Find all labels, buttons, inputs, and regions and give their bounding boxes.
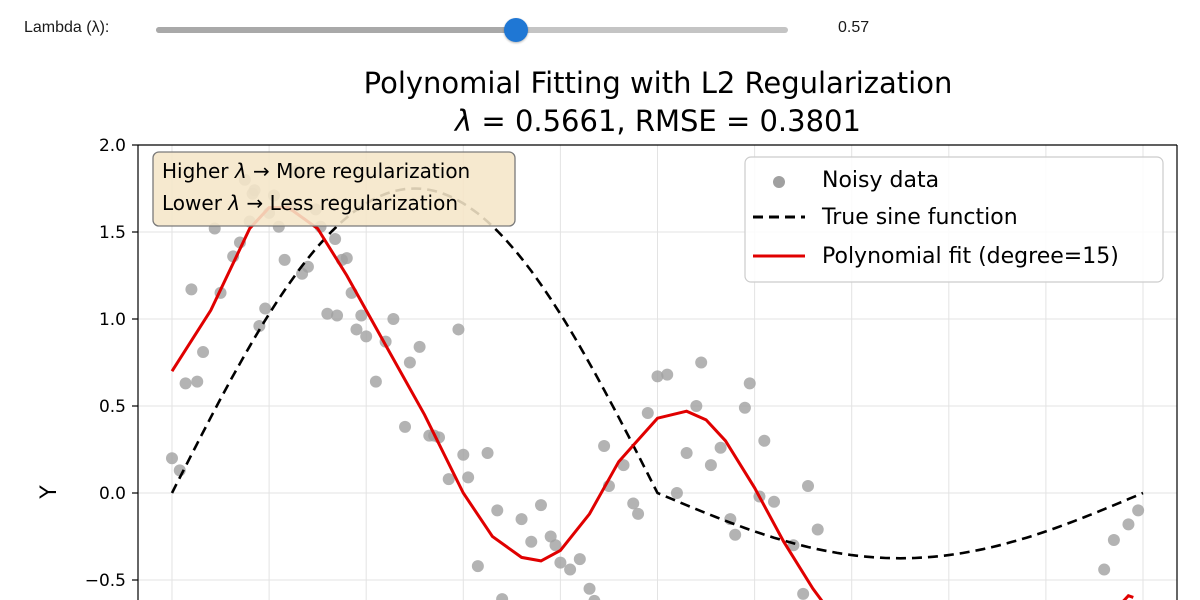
noisy-data-point xyxy=(583,582,596,595)
noisy-data-point xyxy=(627,497,640,510)
y-tick-label: 2.0 xyxy=(99,136,126,156)
noisy-data-point xyxy=(743,377,756,390)
noisy-data-point xyxy=(496,593,509,600)
noisy-data-point xyxy=(680,446,693,459)
noisy-data-point xyxy=(598,440,611,453)
legend-label-true: True sine function xyxy=(821,205,1018,230)
noisy-data-point xyxy=(797,587,810,600)
legend-label-noisy: Noisy data xyxy=(822,168,939,193)
annotation-box: Higher λ → More regularization Lower λ →… xyxy=(152,151,516,227)
legend-frame xyxy=(744,156,1164,283)
noisy-data-point xyxy=(413,340,426,353)
noisy-data-point xyxy=(259,302,272,315)
noisy-data-point xyxy=(387,313,400,325)
noisy-data-point xyxy=(802,480,815,493)
lambda-slider-fill xyxy=(156,27,517,33)
lambda-slider-track[interactable] xyxy=(156,18,788,42)
noisy-data-point xyxy=(185,283,198,296)
lambda-slider-thumb[interactable] xyxy=(504,18,529,42)
noisy-data-point xyxy=(738,401,751,414)
noisy-data-point xyxy=(1122,518,1135,531)
y-axis-ticks: −0.5 0.0 0.5 1.0 1.5 2.0 xyxy=(85,136,138,591)
true-sine-line xyxy=(170,187,1144,560)
noisy-data-point xyxy=(573,553,586,566)
noisy-data-point xyxy=(278,253,291,266)
noisy-data-point xyxy=(704,459,717,472)
noisy-data-point xyxy=(369,375,382,388)
noisy-data-point xyxy=(758,434,771,447)
noisy-data-point xyxy=(515,513,528,526)
noisy-data-point xyxy=(661,368,674,381)
annotation-line1-post: → More regularization xyxy=(247,159,471,183)
noisy-data-point xyxy=(768,495,781,508)
noisy-data-point xyxy=(329,232,342,245)
noisy-data-point xyxy=(534,499,547,512)
noisy-data-point xyxy=(670,487,683,499)
lambda-slider-row: Lambda (λ): 0.57 xyxy=(0,0,1200,58)
noisy-data-point xyxy=(399,420,412,433)
lambda-slider-label: Lambda (λ): xyxy=(24,19,110,36)
legend: Noisy data True sine function Polynomial… xyxy=(744,156,1164,283)
noisy-data-point xyxy=(632,507,645,520)
noisy-data-point xyxy=(525,535,538,548)
noisy-data-point xyxy=(321,307,334,320)
noisy-data-point xyxy=(457,448,470,461)
annotation-line2: Lower λ → Less regularization xyxy=(162,191,458,215)
noisy-data-point xyxy=(729,528,742,541)
noisy-data-point xyxy=(340,252,353,265)
noisy-data-point xyxy=(1107,533,1120,546)
noisy-data-point xyxy=(197,346,210,359)
y-tick-label: −0.5 xyxy=(85,571,126,591)
noisy-data-point xyxy=(690,400,703,412)
y-tick-label: 0.0 xyxy=(99,484,126,504)
noisy-data-point xyxy=(564,563,577,576)
annotation-line1-lambda: λ xyxy=(234,159,247,183)
noisy-data-point xyxy=(588,594,601,600)
noisy-data-point xyxy=(811,523,824,536)
noisy-data-point xyxy=(331,309,344,322)
noisy-data-point xyxy=(695,356,708,369)
noisy-data-point xyxy=(641,406,654,419)
polynomial-fit-chart: Polynomial Fitting with L2 Regularizatio… xyxy=(37,66,1178,600)
noisy-data-point xyxy=(355,309,368,322)
noisy-data-point xyxy=(471,560,484,573)
annotation-line2-pre: Lower xyxy=(162,191,228,215)
noisy-data-point xyxy=(350,323,363,336)
noisy-data-point xyxy=(403,356,416,369)
noisy-data-point xyxy=(554,556,567,569)
lambda-slider-value: 0.57 xyxy=(838,19,870,36)
noisy-data-point xyxy=(191,375,204,388)
noisy-data-point xyxy=(179,377,192,390)
noisy-data-point xyxy=(360,330,373,343)
noisy-data-point xyxy=(651,370,664,383)
y-tick-label: 1.0 xyxy=(99,310,126,330)
noisy-data-point xyxy=(617,459,630,472)
y-axis-label: Y xyxy=(37,485,62,500)
chart-title-line1: Polynomial Fitting with L2 Regularizatio… xyxy=(364,66,953,100)
noisy-data-point xyxy=(1132,504,1145,517)
noisy-data-point xyxy=(165,452,178,465)
chart-title-stats: = 0.5661, RMSE = 0.3801 xyxy=(472,104,861,138)
chart-title-lambda: λ xyxy=(453,104,472,138)
noisy-data-point xyxy=(481,446,494,459)
annotation-box-bg xyxy=(152,151,516,227)
annotation-line1: Higher λ → More regularization xyxy=(162,159,470,183)
noisy-data-point xyxy=(442,473,455,486)
noisy-data-point xyxy=(549,539,562,552)
noisy-data-point xyxy=(1098,563,1111,576)
noisy-data-point xyxy=(452,323,465,336)
noisy-data-point xyxy=(491,504,504,517)
annotation-line1-pre: Higher xyxy=(162,159,235,183)
chart-title-line2: λ = 0.5661, RMSE = 0.3801 xyxy=(453,104,861,138)
annotation-line2-post: → Less regularization xyxy=(240,191,458,215)
noisy-data-point xyxy=(714,441,727,454)
y-tick-label: 1.5 xyxy=(99,223,126,243)
legend-label-fit: Polynomial fit (degree=15) xyxy=(822,244,1119,269)
legend-marker-noisy xyxy=(773,176,785,188)
y-tick-label: 0.5 xyxy=(99,397,126,417)
annotation-line2-lambda: λ xyxy=(227,191,240,215)
noisy-data-point xyxy=(462,471,475,484)
